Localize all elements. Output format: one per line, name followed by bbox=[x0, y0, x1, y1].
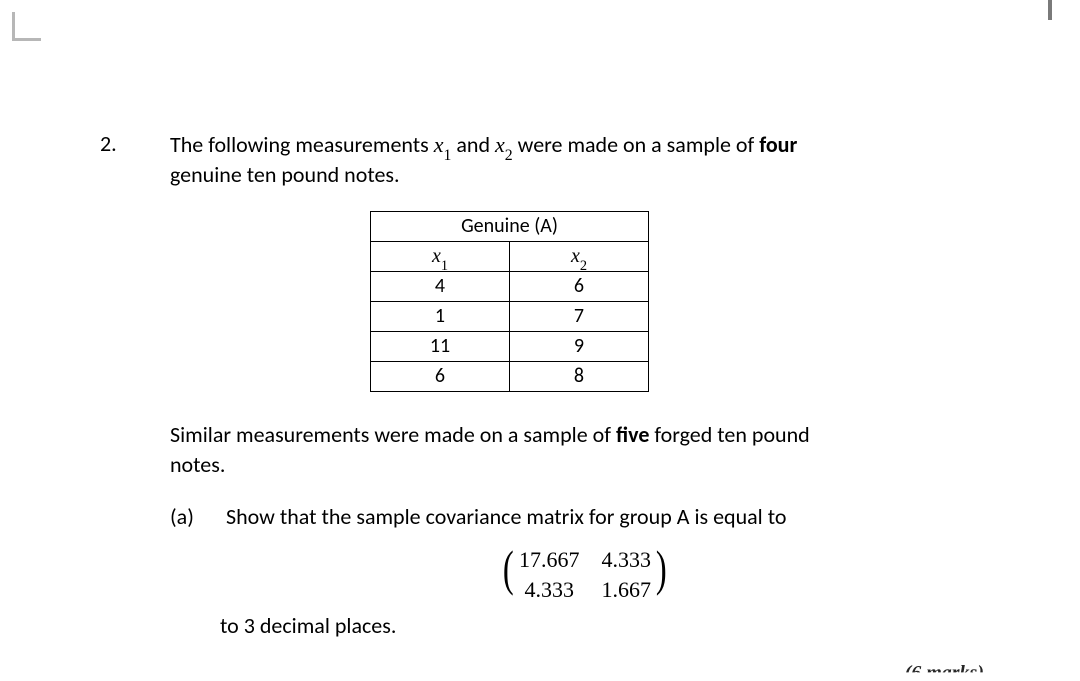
table-row: 11 9 bbox=[371, 332, 649, 362]
marks-hint: (6 marks) bbox=[905, 662, 984, 681]
similar-bold-five: five bbox=[616, 421, 649, 448]
intro-text-2: and bbox=[451, 131, 495, 158]
part-a-body: Show that the sample covariance matrix f… bbox=[226, 502, 1000, 532]
cell: 7 bbox=[510, 302, 649, 332]
matrix-m21: 4.333 bbox=[519, 575, 580, 605]
question-block: 2. The following measurements x1 and x2 … bbox=[100, 130, 1000, 641]
cell: 6 bbox=[371, 362, 510, 392]
question-number: 2. bbox=[100, 130, 117, 157]
col-header-x2: x2 bbox=[510, 242, 649, 272]
pmatrix: ( 17.667 4.333 4.333 1.667 ) bbox=[500, 543, 669, 606]
similar-line-2: notes. bbox=[170, 451, 225, 478]
similar-paragraph: Similar measurements were made on a samp… bbox=[170, 420, 1000, 479]
similar-text-2: forged ten pound bbox=[649, 421, 809, 448]
cell: 8 bbox=[510, 362, 649, 392]
var-x2: x2 bbox=[495, 132, 513, 157]
similar-text-1: Similar measurements were made on a samp… bbox=[170, 421, 616, 448]
intro-paragraph: The following measurements x1 and x2 wer… bbox=[170, 130, 1000, 189]
question-body: The following measurements x1 and x2 wer… bbox=[170, 130, 1000, 641]
crop-mark-top-right bbox=[1020, 0, 1052, 20]
cell: 1 bbox=[371, 302, 510, 332]
matrix-m11: 17.667 bbox=[519, 545, 580, 575]
part-a-text: Show that the sample covariance matrix f… bbox=[226, 503, 786, 530]
cell: 11 bbox=[371, 332, 510, 362]
cell: 6 bbox=[510, 272, 649, 302]
part-a-label: (a) bbox=[170, 502, 226, 532]
paren-left: ( bbox=[503, 543, 514, 606]
crop-mark-top-left bbox=[12, 12, 41, 41]
intro-text-3: were made on a sample of bbox=[513, 131, 760, 158]
cell: 4 bbox=[371, 272, 510, 302]
table-title: Genuine (A) bbox=[371, 212, 649, 242]
intro-line-2: genuine ten pound notes. bbox=[170, 161, 400, 188]
intro-text-1: The following measurements bbox=[170, 131, 434, 158]
data-table-wrap: Genuine (A) x1 x2 4 6 1 7 11 9 bbox=[170, 211, 1000, 392]
table-row: 6 8 bbox=[371, 362, 649, 392]
covariance-matrix: ( 17.667 4.333 4.333 1.667 ) bbox=[170, 543, 1000, 606]
intro-bold-four: four bbox=[759, 131, 797, 158]
part-a: (a) Show that the sample covariance matr… bbox=[170, 502, 1000, 532]
trailing-note: to 3 decimal places. bbox=[220, 611, 1000, 641]
matrix-m22: 1.667 bbox=[602, 575, 652, 605]
var-x1: x1 bbox=[434, 132, 452, 157]
paren-right: ) bbox=[656, 543, 667, 606]
col-header-x1: x1 bbox=[371, 242, 510, 272]
genuine-table: Genuine (A) x1 x2 4 6 1 7 11 9 bbox=[370, 211, 649, 392]
matrix-m12: 4.333 bbox=[602, 545, 652, 575]
table-row: 4 6 bbox=[371, 272, 649, 302]
table-row: 1 7 bbox=[371, 302, 649, 332]
cell: 9 bbox=[510, 332, 649, 362]
